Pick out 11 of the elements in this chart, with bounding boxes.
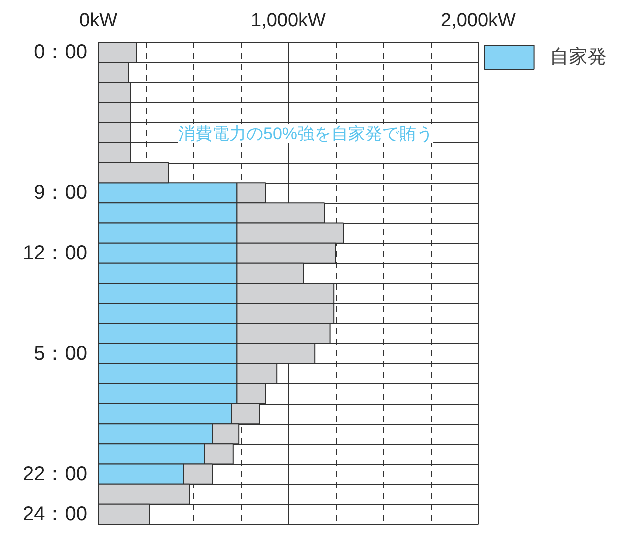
x-tick-label: 0kW bbox=[80, 10, 118, 32]
y-tick-label: 22：00 bbox=[23, 463, 88, 486]
annotation: 消費電力の50%強を自家発で賄う bbox=[178, 124, 434, 144]
y-tick-label: 12：00 bbox=[23, 242, 88, 264]
y-tick-label: 0：00 bbox=[34, 42, 88, 64]
x-tick-label: 2,000kW bbox=[441, 10, 516, 32]
y-tick-label: 5：00 bbox=[34, 342, 88, 365]
legend-label: 自家発 bbox=[550, 46, 607, 70]
x-tick-label: 1,000kW bbox=[251, 10, 326, 32]
y-tick-label: 24：00 bbox=[23, 503, 88, 526]
y-tick-label: 9：00 bbox=[34, 182, 88, 204]
